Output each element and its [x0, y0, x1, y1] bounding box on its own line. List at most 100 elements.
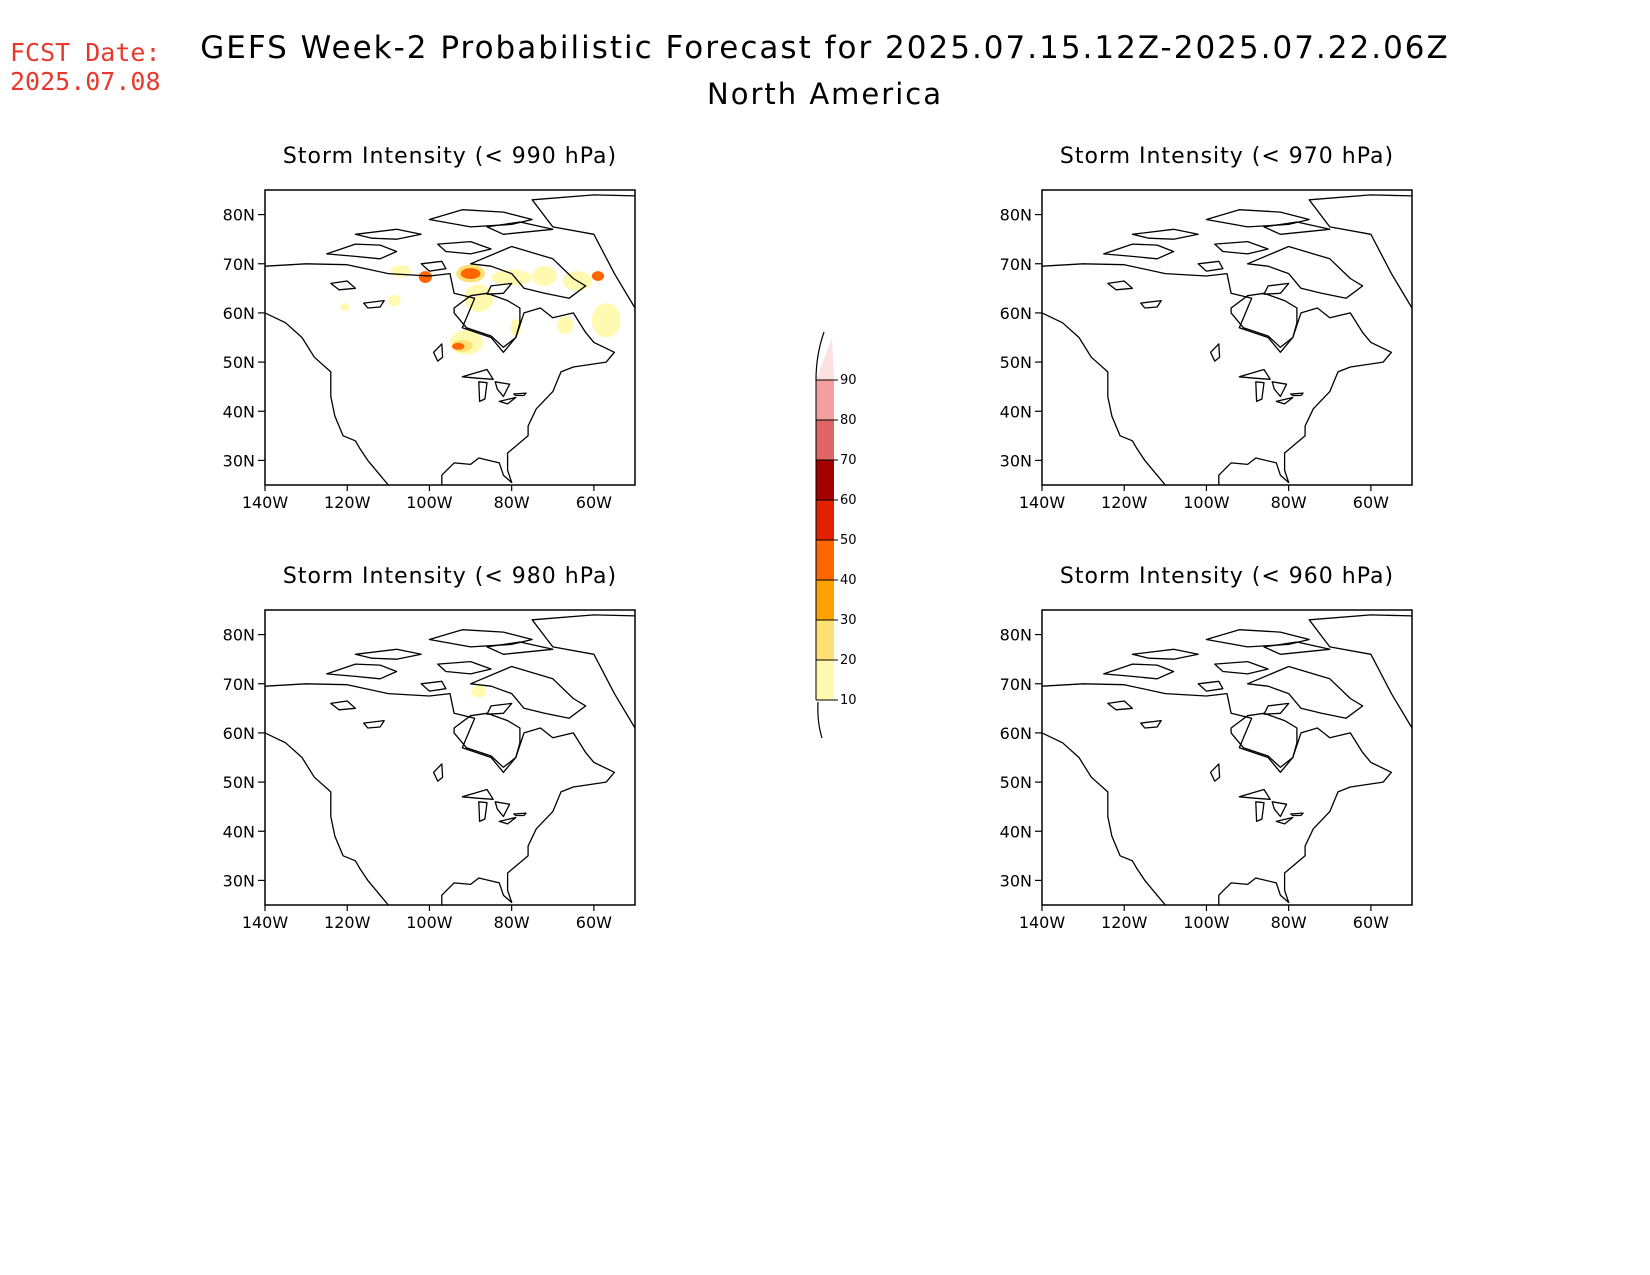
- lat-tick-label: 30N: [1000, 871, 1032, 890]
- lon-tick-label: 60W: [1353, 913, 1389, 932]
- lat-tick-label: 60N: [1000, 724, 1032, 743]
- lake-outline: [363, 299, 385, 309]
- island-outline: [1246, 245, 1364, 299]
- island-outline: [428, 209, 533, 228]
- island-outline: [486, 702, 513, 715]
- lake-outline: [1271, 801, 1288, 818]
- lake-outline: [498, 396, 517, 405]
- fcst-date: FCST Date: 2025.07.08: [10, 38, 161, 96]
- island-outline: [354, 648, 422, 660]
- colorbar-segment: [816, 580, 834, 620]
- lat-tick-label: 60N: [1000, 304, 1032, 323]
- island-outline: [1197, 680, 1224, 692]
- lat-tick-label: 40N: [223, 402, 255, 421]
- lake-outline: [1107, 280, 1134, 291]
- probability-area: [340, 303, 351, 311]
- lake-outline: [494, 381, 511, 398]
- lat-tick-label: 30N: [223, 451, 255, 470]
- lake-outline: [461, 788, 494, 800]
- lake-outline: [1255, 801, 1265, 823]
- coastline: [265, 312, 389, 485]
- island-outline: [531, 194, 635, 309]
- probability-area: [388, 294, 401, 307]
- panel-title: Storm Intensity (< 970 hPa): [1060, 144, 1394, 169]
- lake-outline: [363, 719, 385, 729]
- panel-title: Storm Intensity (< 980 hPa): [283, 564, 617, 589]
- lake-outline: [1209, 343, 1221, 362]
- island-outline: [326, 243, 398, 260]
- colorbar-segment: [816, 380, 834, 420]
- lon-tick-label: 140W: [242, 493, 289, 512]
- lat-tick-label: 50N: [1000, 353, 1032, 372]
- island-outline: [1263, 221, 1331, 235]
- colorbar-label: 80: [840, 413, 857, 428]
- colorbar-edge: [817, 701, 823, 739]
- lat-tick-label: 80N: [1000, 206, 1032, 225]
- lon-tick-label: 140W: [1019, 913, 1066, 932]
- lat-tick-label: 70N: [223, 255, 255, 274]
- lake-outline: [432, 343, 444, 362]
- lat-tick-label: 30N: [223, 871, 255, 890]
- island-outline: [354, 228, 422, 240]
- lat-tick-label: 80N: [223, 626, 255, 645]
- lon-tick-label: 80W: [1271, 913, 1307, 932]
- map-plot-area: [1042, 194, 1412, 485]
- map-frame: [264, 189, 636, 486]
- lon-tick-label: 120W: [324, 913, 371, 932]
- probability-area: [491, 269, 533, 286]
- lon-tick-label: 140W: [242, 913, 289, 932]
- lake-outline: [1290, 812, 1304, 817]
- island-outline: [486, 282, 513, 295]
- coastline: [265, 683, 616, 905]
- colorbar-label: 10: [840, 693, 857, 708]
- lake-outline: [1238, 368, 1271, 380]
- lon-tick-label: 80W: [494, 493, 530, 512]
- island-outline: [1214, 660, 1269, 675]
- island-outline: [486, 641, 554, 655]
- page-subtitle: North America: [707, 77, 943, 111]
- probability-area: [452, 342, 465, 350]
- island-outline: [469, 245, 587, 299]
- lat-tick-label: 50N: [223, 353, 255, 372]
- lat-tick-label: 40N: [1000, 402, 1032, 421]
- colorbar-label: 90: [840, 373, 857, 388]
- colorbar-label: 30: [840, 613, 857, 628]
- map-panel-960: Storm Intensity (< 960 hPa) 80N 70N 60N 50N 4…: [1000, 564, 1413, 932]
- map-frame: [1041, 189, 1413, 486]
- lon-tick-label: 100W: [406, 493, 453, 512]
- lat-tick-label: 30N: [1000, 451, 1032, 470]
- lake-outline: [478, 381, 488, 403]
- colorbar-label: 40: [840, 573, 857, 588]
- map-panel-980: Storm Intensity (< 980 hPa) 80N 70N 60N 50N 4…: [223, 564, 636, 932]
- lat-tick-label: 50N: [223, 773, 255, 792]
- panel-title: Storm Intensity (< 990 hPa): [283, 144, 617, 169]
- coastline: [453, 292, 521, 348]
- island-outline: [437, 240, 492, 255]
- island-outline: [1263, 641, 1331, 655]
- lake-outline: [513, 812, 527, 817]
- lake-outline: [461, 368, 494, 380]
- lake-outline: [330, 700, 357, 711]
- colorbar-label: 60: [840, 493, 857, 508]
- panel-title: Storm Intensity (< 960 hPa): [1060, 564, 1394, 589]
- lon-tick-label: 60W: [576, 913, 612, 932]
- island-outline: [326, 663, 398, 680]
- coastline: [453, 712, 521, 768]
- lake-outline: [1275, 816, 1294, 825]
- island-outline: [1308, 194, 1412, 309]
- lat-tick-label: 80N: [1000, 626, 1032, 645]
- map-panel-970: Storm Intensity (< 970 hPa) 80N 70N 60N 50N 4…: [1000, 144, 1413, 512]
- island-outline: [1103, 663, 1175, 680]
- probability-area: [418, 271, 432, 283]
- lake-outline: [478, 801, 488, 823]
- probability-area: [591, 303, 621, 338]
- lake-outline: [1290, 392, 1304, 397]
- island-outline: [1205, 629, 1310, 648]
- lon-tick-label: 80W: [494, 913, 530, 932]
- island-outline: [1197, 260, 1224, 272]
- island-outline: [437, 660, 492, 675]
- lat-tick-label: 50N: [1000, 773, 1032, 792]
- map-plot-area: [265, 614, 635, 905]
- lake-outline: [1140, 299, 1162, 309]
- map-plot-area: [1042, 614, 1412, 905]
